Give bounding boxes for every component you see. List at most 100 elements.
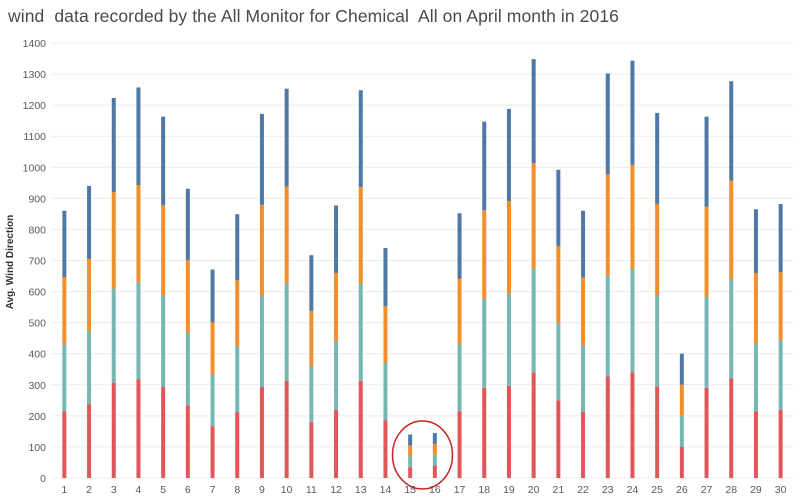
bar-segment xyxy=(87,404,92,478)
y-tick-label: 700 xyxy=(28,256,46,268)
bar-segment xyxy=(729,279,734,379)
bar-segment xyxy=(630,268,635,373)
bar-segment xyxy=(457,213,462,279)
y-tick-label: 100 xyxy=(28,442,46,454)
bar-segment xyxy=(136,379,141,478)
bar-segment xyxy=(210,322,215,375)
bar-segment xyxy=(210,269,215,323)
bar-segment xyxy=(482,210,487,299)
x-tick-label: 11 xyxy=(306,484,317,496)
x-tick-label: 22 xyxy=(577,484,589,496)
bar-segment xyxy=(778,203,783,273)
bar-segment xyxy=(753,209,758,273)
bar-segment xyxy=(235,346,240,413)
x-tick-label: 24 xyxy=(627,484,639,496)
bar-segment xyxy=(482,387,487,478)
bar-segment xyxy=(778,272,783,341)
x-tick-label: 2 xyxy=(86,484,92,496)
bar-segment xyxy=(161,205,166,296)
gridlines xyxy=(52,42,793,479)
bar-segment xyxy=(482,298,487,388)
bar-segment xyxy=(432,443,437,455)
y-tick-label: 400 xyxy=(28,349,46,361)
y-tick-label: 200 xyxy=(28,411,46,423)
x-tick-label: 29 xyxy=(750,484,762,496)
x-tick-label: 4 xyxy=(136,484,142,496)
x-tick-label: 18 xyxy=(478,484,490,496)
x-tick-label: 19 xyxy=(503,484,515,496)
x-tick-label: 26 xyxy=(676,484,688,496)
x-tick-label: 15 xyxy=(404,484,416,496)
bar-segment xyxy=(136,184,141,283)
x-tick-label: 6 xyxy=(185,484,191,496)
bar-segment xyxy=(284,88,289,187)
y-tick-label: 1100 xyxy=(23,131,46,143)
x-tick-label: 23 xyxy=(602,484,614,496)
y-tick-label: 1400 xyxy=(23,38,47,50)
bar-segment xyxy=(679,384,684,416)
bar-segment xyxy=(284,283,289,381)
bar-segment xyxy=(136,87,141,185)
chart-title: wind data recorded by the All Monitor fo… xyxy=(8,6,619,26)
bar-segment xyxy=(729,81,734,181)
x-tick-label: 27 xyxy=(701,484,713,496)
bar-segment xyxy=(334,272,339,342)
x-tick-label: 5 xyxy=(160,484,166,496)
bar-segment xyxy=(185,260,190,333)
bar-segment xyxy=(482,121,487,211)
bar-segment xyxy=(704,296,709,388)
bar-segment xyxy=(704,387,709,478)
y-tick-label: 1300 xyxy=(23,69,47,81)
bar-segment xyxy=(630,60,635,165)
bar-segment xyxy=(334,205,339,273)
bar-segment xyxy=(605,174,610,276)
bar-segment xyxy=(383,420,388,478)
bar-segment xyxy=(87,258,92,332)
bar-segment xyxy=(309,311,314,367)
bar-segment xyxy=(432,465,437,478)
bar-segment xyxy=(581,345,586,412)
bar-segment xyxy=(408,445,413,457)
bar-segment xyxy=(383,363,388,421)
bars xyxy=(62,59,783,478)
bar-segment xyxy=(62,210,67,277)
highlight-ellipse xyxy=(391,420,454,490)
y-tick-label: 0 xyxy=(40,473,46,485)
y-axis-label: Avg. Wind Direction xyxy=(5,215,16,310)
bar-segment xyxy=(408,434,413,446)
bar-segment xyxy=(506,201,511,294)
bar-segment xyxy=(581,411,586,478)
bar-segment xyxy=(235,280,240,347)
bar-segment xyxy=(161,295,166,387)
y-tick-label: 1200 xyxy=(23,100,47,112)
bar-segment xyxy=(506,293,511,386)
bar-segment xyxy=(111,192,116,289)
bar-segment xyxy=(457,411,462,478)
bar-segment xyxy=(506,108,511,202)
bar-segment xyxy=(309,366,314,423)
bar-segment xyxy=(259,113,264,205)
bar-segment xyxy=(729,378,734,478)
bar-segment xyxy=(655,112,660,204)
bar-segment xyxy=(506,385,511,478)
bar-segment xyxy=(531,268,536,373)
bar-segment xyxy=(111,382,116,478)
x-tick-label: 14 xyxy=(380,484,392,496)
bar-segment xyxy=(457,344,462,412)
bar-segment xyxy=(432,454,437,466)
bar-segment xyxy=(704,116,709,207)
bar-segment xyxy=(729,180,734,280)
bar-segment xyxy=(408,456,413,468)
bar-segment xyxy=(235,214,240,281)
bar-segment xyxy=(778,340,783,410)
bar-segment xyxy=(334,409,339,478)
bar-segment xyxy=(556,169,561,246)
x-tick-label: 20 xyxy=(528,484,540,496)
bar-segment xyxy=(630,372,635,478)
annotations xyxy=(391,420,454,490)
bar-segment xyxy=(87,331,92,405)
x-tick-label: 28 xyxy=(725,484,737,496)
bar-segment xyxy=(556,400,561,478)
x-tick-label: 25 xyxy=(651,484,663,496)
bar-segment xyxy=(259,386,264,478)
